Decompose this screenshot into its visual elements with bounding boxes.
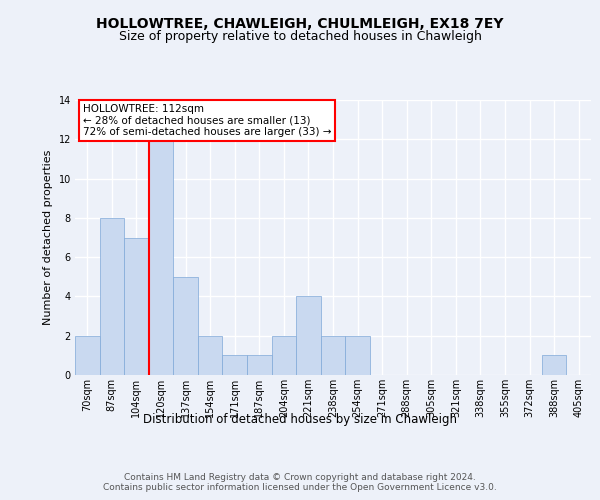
Bar [321, 336, 345, 375]
Bar [173, 277, 198, 375]
Bar [223, 356, 247, 375]
Bar [296, 296, 321, 375]
Y-axis label: Number of detached properties: Number of detached properties [43, 150, 53, 325]
Text: Size of property relative to detached houses in Chawleigh: Size of property relative to detached ho… [119, 30, 481, 43]
Bar [198, 336, 223, 375]
Bar [247, 356, 272, 375]
Bar [272, 336, 296, 375]
Bar [149, 120, 173, 375]
Bar [345, 336, 370, 375]
Bar [75, 336, 100, 375]
Text: HOLLOWTREE, CHAWLEIGH, CHULMLEIGH, EX18 7EY: HOLLOWTREE, CHAWLEIGH, CHULMLEIGH, EX18 … [96, 18, 504, 32]
Text: Contains HM Land Registry data © Crown copyright and database right 2024.
Contai: Contains HM Land Registry data © Crown c… [103, 472, 497, 492]
Bar [124, 238, 149, 375]
Bar [100, 218, 124, 375]
Bar [542, 356, 566, 375]
Text: HOLLOWTREE: 112sqm
← 28% of detached houses are smaller (13)
72% of semi-detache: HOLLOWTREE: 112sqm ← 28% of detached hou… [83, 104, 331, 138]
Text: Distribution of detached houses by size in Chawleigh: Distribution of detached houses by size … [143, 412, 457, 426]
